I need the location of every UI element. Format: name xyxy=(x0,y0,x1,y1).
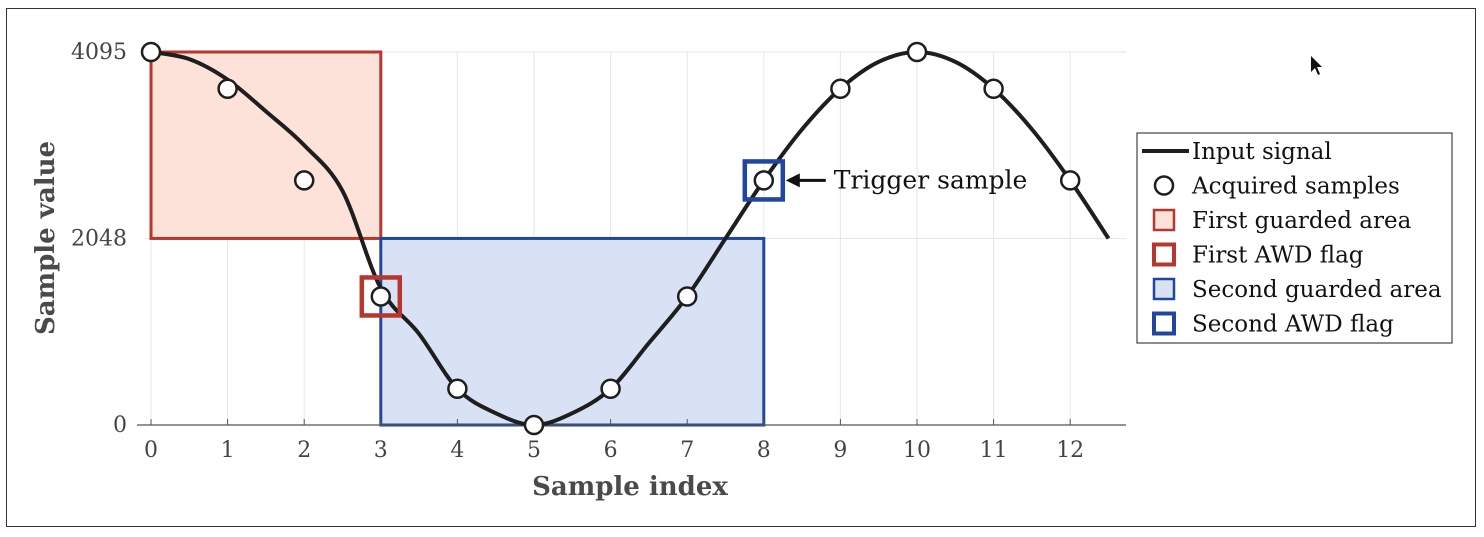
x-tick-label: 3 xyxy=(374,438,388,463)
legend-box xyxy=(1136,132,1453,344)
x-tick-label: 12 xyxy=(1056,438,1084,463)
legend: Input signal Acquired samples First guarde… xyxy=(1136,132,1453,344)
x-tick-label: 8 xyxy=(757,438,771,463)
x-axis-title: Sample index xyxy=(532,472,728,502)
sample-point xyxy=(217,78,238,99)
legend-label: First guarded area xyxy=(1192,208,1412,234)
x-tick-label: 6 xyxy=(604,438,618,463)
samples-layer xyxy=(140,41,1081,436)
annotation-arrowhead xyxy=(785,173,800,188)
input-signal-line xyxy=(150,49,1111,428)
x-tick-label: 1 xyxy=(221,438,235,463)
guarded-area xyxy=(149,50,383,240)
x-tick-label: 4 xyxy=(450,438,464,463)
sample-point xyxy=(906,41,928,63)
legend-label: Second AWD flag xyxy=(1192,312,1394,338)
sample-point xyxy=(293,170,315,191)
sample-point xyxy=(676,286,698,307)
x-tick-label: 2 xyxy=(297,438,311,463)
sample-point xyxy=(447,378,468,399)
legend-label: Acquired samples xyxy=(1191,174,1400,200)
x-tick-label: 5 xyxy=(527,438,541,463)
sample-point xyxy=(983,78,1004,99)
legend-label: Second guarded area xyxy=(1192,277,1442,303)
awd-flag-marker xyxy=(742,159,786,202)
sample-point xyxy=(830,78,851,99)
legend-open-square-icon xyxy=(1152,242,1176,267)
sample-point xyxy=(523,414,545,436)
trigger-sample-label: Trigger sample xyxy=(834,165,1028,194)
sample-point xyxy=(600,378,621,399)
legend-label: Input signal xyxy=(1192,139,1332,165)
x-tick-label: 7 xyxy=(680,438,694,463)
signal-layer xyxy=(150,49,1111,428)
x-tick-label: 0 xyxy=(144,438,158,463)
sample-point xyxy=(1059,170,1081,191)
sample-point xyxy=(370,286,392,307)
sample-point xyxy=(753,170,775,191)
cursor-icon xyxy=(1311,56,1322,75)
annotation-layer: Trigger sample xyxy=(785,165,1028,194)
y-tick-label: 0 xyxy=(113,413,127,438)
flags-layer xyxy=(359,159,786,318)
awd-flag-marker xyxy=(359,275,403,318)
sample-point xyxy=(140,41,162,63)
x-tick-label: 11 xyxy=(980,438,1008,463)
y-tick-label: 4095 xyxy=(71,40,127,65)
legend-fill-square-icon xyxy=(1152,208,1176,232)
legend-fill-square-icon xyxy=(1152,277,1176,301)
legend-circle-icon xyxy=(1153,175,1175,196)
x-tick-label: 9 xyxy=(833,438,847,463)
x-tick-label: 10 xyxy=(903,438,931,463)
legend-open-square-icon xyxy=(1152,311,1176,336)
legend-label: First AWD flag xyxy=(1192,243,1364,269)
guarded-areas xyxy=(149,50,766,427)
y-axis-title: Sample value xyxy=(31,141,61,335)
y-tick-label: 2048 xyxy=(71,226,127,251)
